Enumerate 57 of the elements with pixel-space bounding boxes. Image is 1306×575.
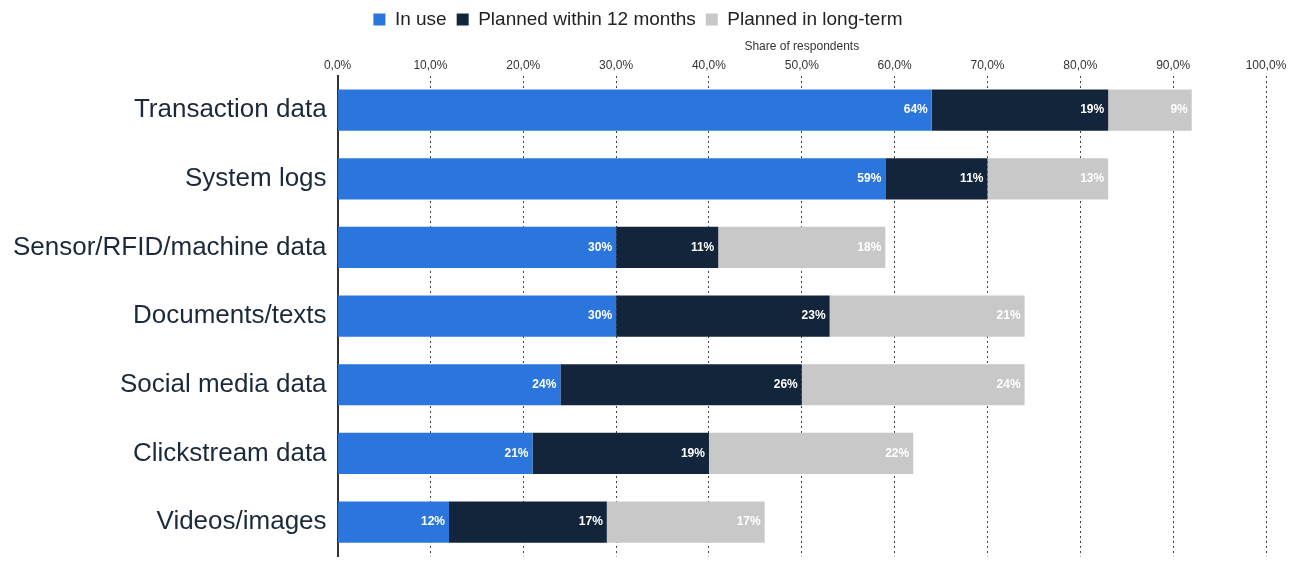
- bar: [829, 295, 1025, 337]
- bar: [338, 89, 932, 131]
- bar: [338, 158, 886, 200]
- bar: [801, 364, 1025, 406]
- x-tick-label: 30,0%: [599, 57, 634, 72]
- data-label: 30%: [588, 239, 613, 254]
- bar: [885, 158, 988, 200]
- bar: [1108, 89, 1192, 131]
- bar: [606, 501, 765, 543]
- bar: [338, 501, 449, 543]
- data-label: 59%: [857, 171, 882, 186]
- data-label: 11%: [960, 171, 984, 186]
- y-tick-label: Clickstream data: [132, 436, 328, 467]
- x-tick-label: 20,0%: [506, 57, 541, 72]
- y-tick-label: Sensor/RFID/machine data: [12, 230, 328, 261]
- x-tick-label: 40,0%: [691, 57, 727, 72]
- bar: [449, 501, 607, 543]
- bar: [616, 295, 830, 337]
- data-label: 23%: [801, 308, 826, 323]
- bar: [338, 226, 617, 269]
- x-tick-label: 80,0%: [1063, 57, 1098, 72]
- y-tick-label: Social media data: [119, 367, 328, 398]
- data-label: 64%: [903, 102, 929, 117]
- bar: [560, 364, 802, 406]
- data-label: 19%: [680, 445, 706, 460]
- data-label: 19%: [1080, 102, 1105, 117]
- bar: [532, 432, 709, 475]
- data-label: 12%: [420, 514, 446, 529]
- data-label: 17%: [578, 514, 604, 529]
- bar: [338, 295, 617, 337]
- bar: [987, 158, 1109, 200]
- x-tick-label: 50,0%: [784, 57, 820, 72]
- legend-label: Planned within 12 months: [478, 7, 696, 29]
- bar: [616, 226, 719, 269]
- y-tick-label: System logs: [184, 161, 327, 192]
- y-tick-label: Transaction data: [133, 93, 328, 124]
- bar: [708, 432, 914, 475]
- x-tick-label: 10,0%: [413, 57, 448, 72]
- x-axis-title: Share of respondents: [744, 38, 860, 53]
- legend-label: Planned in long-term: [727, 7, 903, 29]
- x-tick-label: 60,0%: [877, 57, 912, 72]
- bar: [338, 432, 533, 475]
- data-label: 11%: [690, 239, 715, 254]
- bar: [338, 364, 561, 406]
- x-tick-label: 0,0%: [323, 57, 352, 72]
- data-label: 24%: [532, 377, 557, 392]
- x-tick-label: 100,0%: [1245, 57, 1287, 72]
- x-tick-label: 90,0%: [1156, 57, 1191, 72]
- data-label: 30%: [588, 308, 613, 323]
- y-tick-label: Documents/texts: [132, 299, 327, 330]
- data-label: 21%: [504, 445, 529, 460]
- data-label: 26%: [773, 377, 799, 392]
- bar: [718, 226, 886, 269]
- x-tick-label: 70,0%: [970, 57, 1005, 72]
- legend-label: In use: [394, 7, 447, 29]
- bar: [931, 89, 1109, 131]
- y-tick-label: Videos/images: [156, 505, 327, 536]
